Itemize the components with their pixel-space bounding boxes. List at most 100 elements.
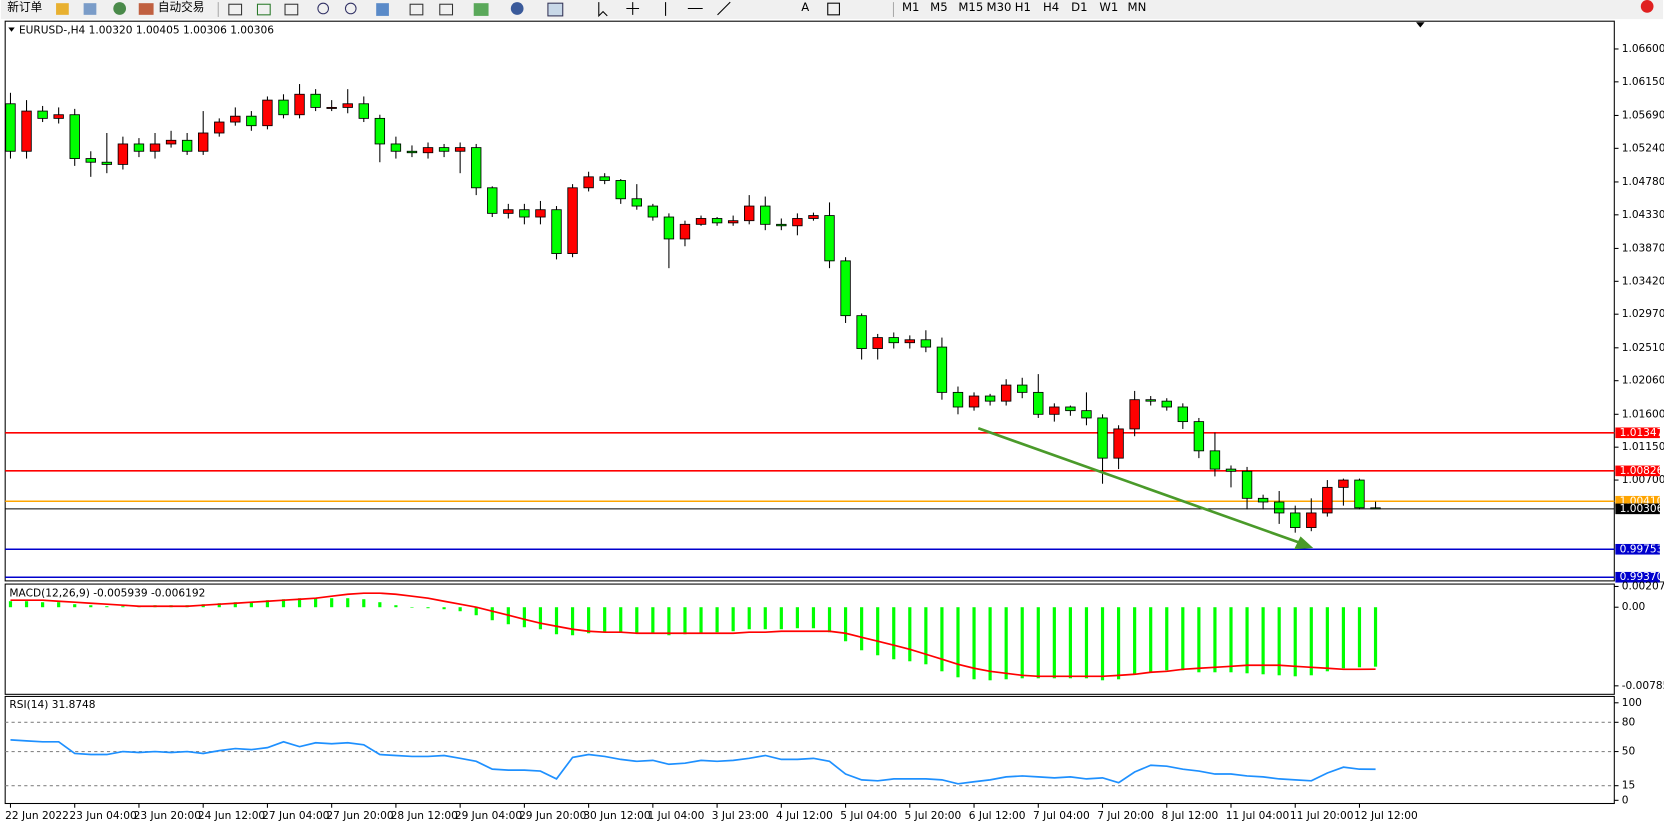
- macd-bar: [1293, 607, 1297, 677]
- zoom-out[interactable]: [344, 2, 357, 15]
- timeframe-button[interactable]: M5: [930, 0, 947, 14]
- macd-bar: [1084, 607, 1089, 679]
- icon[interactable]: [256, 3, 271, 16]
- macd-bar: [378, 602, 382, 608]
- candle-body: [1193, 421, 1205, 452]
- y-tick-label: 1.06150: [1622, 76, 1664, 88]
- macd-bar: [458, 607, 462, 612]
- macd-bar: [522, 607, 526, 628]
- candle-body: [551, 209, 562, 254]
- macd-bar: [1197, 607, 1201, 673]
- candle-body: [101, 161, 113, 165]
- timeframe-button[interactable]: H4: [1043, 0, 1059, 14]
- timeframe-button[interactable]: M30: [987, 0, 1012, 14]
- macd-bar: [876, 607, 880, 656]
- timeframe-button[interactable]: MN: [1128, 0, 1147, 14]
- y-tick-label: 1.03420: [1622, 275, 1664, 287]
- macd-bar: [442, 607, 446, 610]
- x-tick-label: 28 Jun 12:00: [391, 810, 459, 822]
- macd-bar: [474, 607, 478, 616]
- y-tick-label: 1.00700: [1622, 474, 1664, 486]
- candle-body: [968, 395, 980, 408]
- label-tool[interactable]: [827, 2, 840, 16]
- x-tick-label: 23 Jun 04:00: [69, 810, 137, 822]
- text-tool[interactable]: A: [801, 0, 809, 14]
- icon[interactable]: [228, 3, 243, 16]
- price-label: 1.00306: [1620, 503, 1664, 515]
- candle-body: [647, 205, 659, 218]
- auto-trading-button[interactable]: 自动交易: [158, 0, 205, 14]
- macd-bar: [1068, 607, 1072, 679]
- icon[interactable]: [284, 3, 299, 16]
- candle-body: [358, 103, 369, 119]
- icon[interactable]: [510, 2, 524, 15]
- draw-tools[interactable]: [665, 1, 731, 16]
- level-label-box: [1615, 465, 1660, 477]
- candle-body: [471, 147, 482, 189]
- macd-bar: [394, 605, 398, 608]
- candle-body: [599, 176, 610, 181]
- macd-bar: [1052, 607, 1056, 679]
- timeframes: M1 M5 M15 M30 H1 H4 D1 W1 MN: [902, 0, 1146, 14]
- x-tick-label: 22 Jun 2022: [5, 810, 69, 822]
- macd-bar: [570, 607, 575, 636]
- y-tick-label: 100: [1622, 697, 1642, 709]
- level-label-box: [1615, 427, 1660, 439]
- timeframe-button[interactable]: W1: [1099, 0, 1118, 14]
- notification[interactable]: [1640, 0, 1654, 13]
- macd-bar: [330, 598, 334, 608]
- y-tick-label: 0.00: [1622, 601, 1646, 613]
- candle-body: [1257, 497, 1269, 503]
- icon[interactable]: [439, 3, 454, 16]
- macd-bar: [57, 602, 61, 608]
- icon[interactable]: [83, 3, 97, 15]
- macd-bar: [1133, 607, 1137, 675]
- timeframe-button[interactable]: M1: [902, 0, 919, 14]
- x-tick-label: 5 Jul 04:00: [840, 810, 897, 822]
- new-order-button[interactable]: 新订单: [7, 0, 42, 14]
- candle-body: [85, 158, 96, 163]
- candle-body: [904, 339, 916, 344]
- timeframe-button[interactable]: D1: [1071, 0, 1087, 14]
- candle-body: [326, 106, 337, 109]
- candle-body: [278, 99, 289, 116]
- timeframe-button[interactable]: H1: [1015, 0, 1031, 14]
- candle-body: [727, 220, 739, 224]
- icon[interactable]: [409, 3, 424, 16]
- macd-bar: [715, 607, 719, 633]
- y-tick-label: 50: [1622, 746, 1636, 758]
- main-panel: [4, 20, 1615, 582]
- candle-body: [5, 103, 16, 152]
- icon[interactable]: [56, 3, 69, 15]
- x-tick-label: 7 Jul 04:00: [1033, 810, 1090, 822]
- icon[interactable]: [547, 2, 564, 17]
- candle-body: [1065, 406, 1076, 412]
- zoom-in[interactable]: [317, 2, 330, 15]
- macd-bar: [554, 607, 559, 635]
- icon[interactable]: [138, 3, 154, 15]
- candle-body: [181, 139, 193, 152]
- y-tick-label: 80: [1622, 716, 1636, 728]
- cursor-tool[interactable]: [598, 2, 608, 18]
- candle-body: [695, 218, 707, 225]
- candle-body: [214, 121, 225, 134]
- y-tick-label: 1.03870: [1622, 242, 1664, 254]
- x-tick-label: 1 Jul 04:00: [648, 810, 705, 822]
- level-label: 1.01347: [1620, 427, 1664, 439]
- candle-body: [936, 346, 948, 393]
- candle-body: [230, 115, 241, 123]
- icon[interactable]: [473, 3, 489, 16]
- candle-body: [1097, 417, 1108, 459]
- icon[interactable]: [376, 3, 389, 16]
- candle-body: [1241, 470, 1253, 499]
- timeframe-button[interactable]: M15: [958, 0, 983, 14]
- macd-bar: [217, 603, 221, 608]
- macd-bar: [779, 607, 783, 630]
- candle-body: [519, 209, 530, 218]
- crosshair-tool[interactable]: [626, 2, 640, 15]
- macd-bar: [683, 607, 687, 635]
- macd-bar: [651, 607, 655, 634]
- candle-body: [197, 132, 209, 152]
- candle-body: [535, 209, 546, 218]
- icon[interactable]: [113, 2, 127, 15]
